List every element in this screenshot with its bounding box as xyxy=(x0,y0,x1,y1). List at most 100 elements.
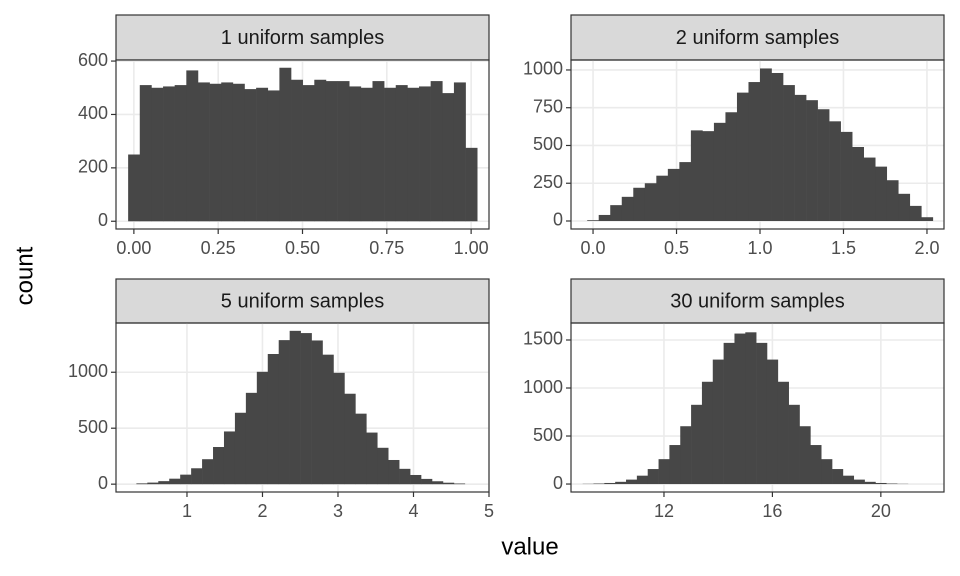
histogram-bar xyxy=(158,481,170,485)
histogram-bar xyxy=(806,100,818,221)
histogram-bar xyxy=(430,81,443,222)
histogram-bar xyxy=(234,412,247,485)
x-tick-label: 3 xyxy=(333,501,343,521)
histogram-bar xyxy=(886,180,899,221)
histogram-bar xyxy=(289,330,301,485)
histogram-bar xyxy=(344,393,356,485)
y-tick-label: 750 xyxy=(533,96,563,116)
histogram-bar xyxy=(169,478,181,485)
histogram-bar xyxy=(777,381,789,485)
histogram-bar xyxy=(679,162,692,221)
histogram-bar xyxy=(407,87,420,222)
y-tick-label: 1000 xyxy=(523,59,563,79)
y-tick-label: 0 xyxy=(553,210,563,230)
histogram-bar xyxy=(713,122,726,221)
histogram-bar xyxy=(875,166,888,221)
histogram-bar xyxy=(453,483,466,485)
histogram-bar xyxy=(453,82,466,222)
x-tick-label: 1.5 xyxy=(831,238,856,258)
histogram-bar xyxy=(810,445,822,485)
histogram-bar xyxy=(656,175,669,221)
histogram-bar xyxy=(863,157,876,221)
panel-border xyxy=(570,322,945,493)
histogram-bar xyxy=(736,92,749,221)
x-tick-label: 2 xyxy=(257,501,267,521)
histogram-bar xyxy=(291,79,303,222)
histogram-bar xyxy=(421,478,433,485)
strip-label: 2 uniform samples xyxy=(676,27,839,49)
histogram-bar xyxy=(864,481,876,485)
histogram-bar xyxy=(702,131,715,221)
y-tick-label: 250 xyxy=(533,172,563,192)
histogram-bar xyxy=(278,340,290,485)
y-axis-title: count xyxy=(11,246,38,305)
histogram-bar xyxy=(325,81,338,222)
histogram-bar xyxy=(647,469,659,485)
strip-label: 1 uniform samples xyxy=(221,27,384,49)
x-tick-label: 0.75 xyxy=(369,238,404,258)
histogram-bar xyxy=(221,82,234,222)
histogram-bar xyxy=(745,332,757,485)
y-tick-label: 500 xyxy=(533,425,563,445)
histogram-bar xyxy=(372,81,385,222)
x-tick-label: 1.0 xyxy=(747,238,772,258)
histogram-bar xyxy=(756,342,768,485)
y-tick-label: 1000 xyxy=(523,377,563,397)
y-tick-label: 1000 xyxy=(68,361,108,381)
y-tick-label: 400 xyxy=(78,103,108,123)
histogram-bar xyxy=(680,426,692,485)
x-tick-label: 0.25 xyxy=(201,238,236,258)
histogram-bar xyxy=(748,82,761,221)
histogram-bar xyxy=(302,85,315,222)
histogram-bar xyxy=(139,85,152,222)
y-tick-label: 200 xyxy=(78,157,108,177)
y-tick-label: 0 xyxy=(98,210,108,230)
x-tick-label: 0.00 xyxy=(116,238,151,258)
histogram-bar xyxy=(442,93,455,222)
histogram-bar xyxy=(314,79,327,222)
histogram-bar xyxy=(267,90,280,222)
histogram-bar xyxy=(587,220,600,221)
histogram-bar xyxy=(760,68,772,221)
histogram-bar xyxy=(267,354,280,485)
histogram-bar xyxy=(821,459,833,485)
histogram-bar xyxy=(180,474,192,485)
histogram-bar xyxy=(898,193,911,221)
histogram-bar xyxy=(366,432,378,485)
histogram-bar xyxy=(355,413,367,485)
histogram-bar xyxy=(829,121,841,221)
histogram-bar xyxy=(174,85,187,222)
histogram-bar xyxy=(658,459,670,485)
histogram-bar xyxy=(853,479,865,485)
x-tick-label: 16 xyxy=(762,501,782,521)
histogram-bar xyxy=(256,371,269,485)
y-tick-label: 500 xyxy=(78,417,108,437)
histogram-bar xyxy=(232,83,245,222)
x-tick-label: 0.50 xyxy=(285,238,320,258)
histogram-bar xyxy=(377,447,389,485)
histogram-bar xyxy=(245,392,258,485)
y-tick-label: 1500 xyxy=(523,329,563,349)
histogram-bar xyxy=(794,94,807,221)
histogram-bar xyxy=(163,86,175,222)
strip xyxy=(115,278,490,324)
histogram-bar xyxy=(419,86,431,222)
histogram-bar xyxy=(410,474,422,485)
histogram-bar xyxy=(636,475,649,485)
histogram-bar xyxy=(151,87,164,222)
histogram-bar xyxy=(691,404,703,485)
histogram-bar xyxy=(191,468,203,485)
histogram-bar xyxy=(128,154,141,222)
histogram-bar xyxy=(852,146,864,221)
y-tick-label: 0 xyxy=(553,473,563,493)
histogram-bar xyxy=(832,469,844,485)
histogram-bar xyxy=(209,83,222,222)
histogram-bar xyxy=(431,481,444,485)
histogram-bar xyxy=(244,89,257,222)
histogram-bar xyxy=(333,372,345,485)
strip xyxy=(570,14,945,61)
histogram-bar xyxy=(690,130,703,221)
x-tick-label: 12 xyxy=(654,501,674,521)
histogram-bar xyxy=(256,87,269,222)
